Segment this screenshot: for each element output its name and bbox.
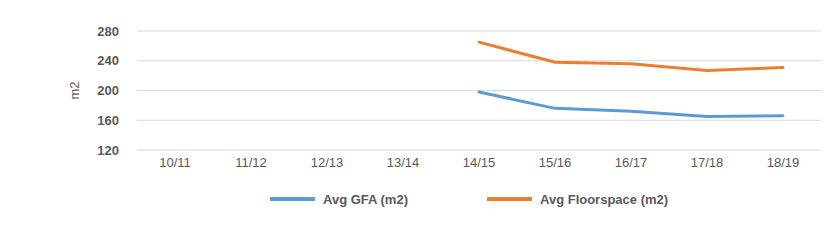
- x-tick-label: 18/19: [767, 155, 800, 170]
- grid-line: [137, 31, 821, 32]
- legend-swatch: [270, 197, 315, 201]
- x-tick-label: 11/12: [235, 155, 267, 170]
- legend-label: Avg GFA (m2): [323, 192, 408, 207]
- chart-svg: 120 160 200 240 280 m2 10/11 11/12 12/13 13/14 14/…: [0, 0, 830, 230]
- legend-swatch: [487, 197, 532, 201]
- y-tick-label: 240: [97, 53, 119, 68]
- series-line: [479, 92, 783, 117]
- x-tick-label: 15/16: [539, 155, 572, 170]
- x-tick-label: 14/15: [463, 155, 496, 170]
- y-tick-label: 160: [97, 113, 119, 128]
- plot-area: [479, 42, 783, 116]
- x-tick-label: 16/17: [615, 155, 648, 170]
- y-tick-label: 200: [97, 83, 119, 98]
- y-tick-label: 280: [97, 24, 119, 39]
- y-tick-label: 120: [97, 143, 119, 158]
- x-tick-label: 17/18: [691, 155, 724, 170]
- y-axis-label: m2: [67, 81, 82, 99]
- grid-line: [137, 150, 821, 151]
- chart-container: 120 160 200 240 280 m2 10/11 11/12 12/13 13/14 14/…: [0, 0, 830, 230]
- x-tick-label: 13/14: [387, 155, 420, 170]
- series-line: [479, 42, 783, 70]
- grid-line: [137, 60, 821, 61]
- legend-label: Avg Floorspace (m2): [540, 192, 668, 207]
- grid-line: [137, 120, 821, 121]
- x-tick-label: 12/13: [311, 155, 344, 170]
- x-tick-label: 10/11: [159, 155, 191, 170]
